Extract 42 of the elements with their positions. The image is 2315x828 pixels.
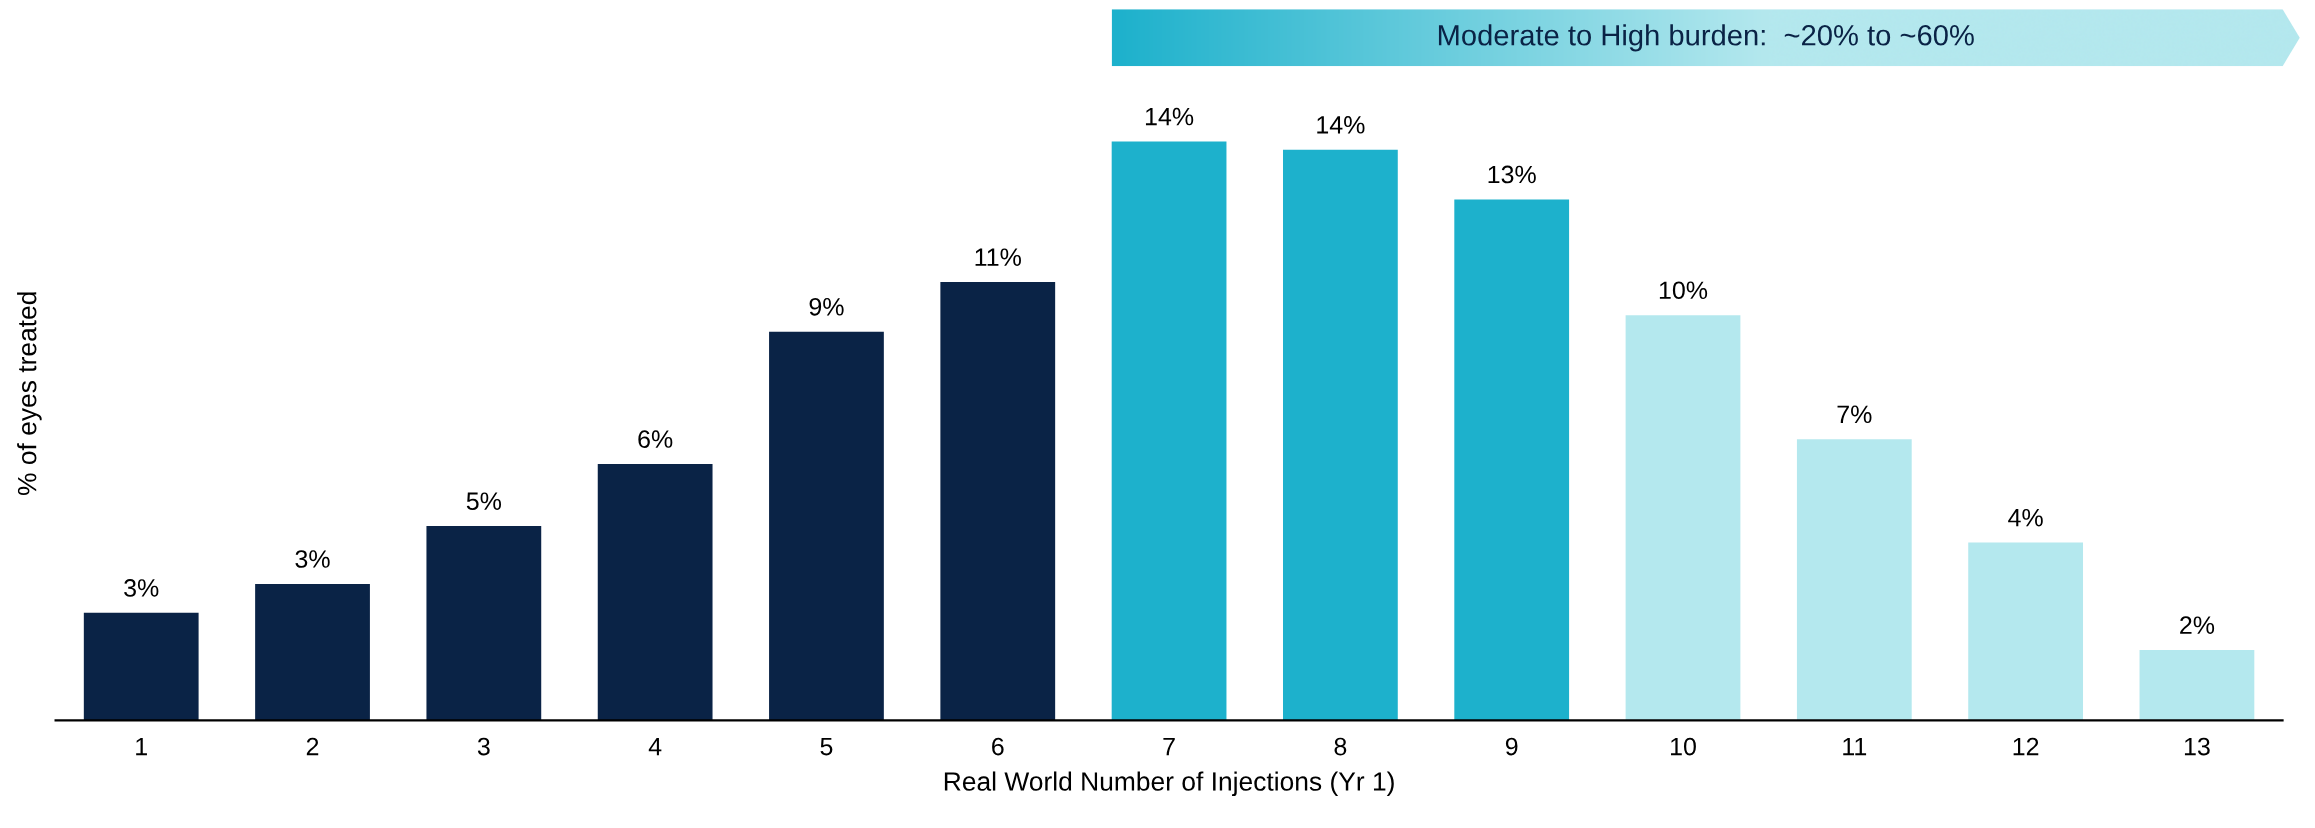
- bar: [1111, 141, 1227, 721]
- x-tick-label: 10: [1671, 737, 1696, 756]
- data-label: 10%: [1659, 281, 1708, 300]
- data-label: 3%: [124, 579, 159, 597]
- x-tick-label: 3: [477, 737, 490, 756]
- bar: [2139, 650, 2255, 721]
- data-label: 14%: [1317, 116, 1365, 134]
- x-tick-label: 7: [1163, 737, 1175, 756]
- bar: [1283, 149, 1398, 721]
- bar: [1796, 439, 1912, 721]
- x-tick-label: 2: [306, 737, 319, 756]
- bar: [769, 331, 884, 721]
- data-label: 6%: [638, 430, 673, 448]
- data-label: 11%: [975, 248, 1021, 266]
- data-label: 5%: [466, 492, 502, 510]
- y-axis-title: % of eyes treated: [17, 292, 42, 496]
- data-label: 14%: [1145, 107, 1194, 126]
- x-tick-label: 12: [2013, 737, 2039, 756]
- x-axis-title: Real World Number of Injections (Yr 1): [944, 771, 1394, 797]
- data-label: 4%: [2008, 508, 2043, 527]
- data-label: 13%: [1488, 165, 1536, 184]
- bar: [597, 464, 713, 721]
- bar: [940, 282, 1056, 721]
- bar: [1968, 542, 2084, 721]
- bar: [255, 583, 370, 721]
- bar: [1625, 315, 1741, 721]
- data-label: 9%: [809, 297, 844, 316]
- bar: [1454, 199, 1570, 721]
- x-tick-label: 11: [1843, 737, 1867, 756]
- x-tick-label: 1: [136, 737, 147, 756]
- data-label: 2%: [2180, 616, 2215, 634]
- data-label: 7%: [1837, 405, 1872, 424]
- x-tick-label: 9: [1505, 737, 1518, 756]
- x-tick-label: 6: [992, 737, 1004, 756]
- bar: [426, 526, 542, 721]
- x-tick-label: 13: [2184, 737, 2210, 756]
- x-tick-label: 5: [820, 737, 833, 756]
- data-label: 3%: [295, 550, 330, 568]
- x-tick-label: 8: [1334, 737, 1347, 756]
- bar: [83, 612, 199, 721]
- x-tick-label: 4: [648, 737, 662, 756]
- text: Moderate to High burden: ~20% to ~60%: [1438, 24, 1974, 52]
